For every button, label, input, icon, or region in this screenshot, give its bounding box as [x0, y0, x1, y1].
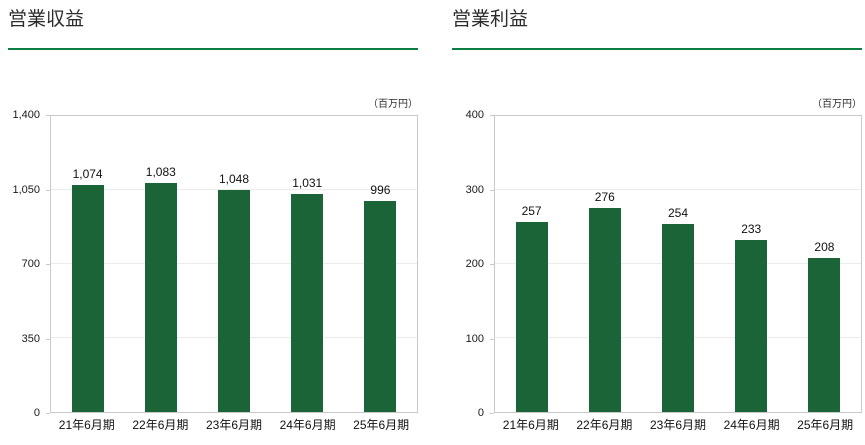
chart-title: 営業収益 — [8, 9, 85, 30]
y-tick-mark — [490, 115, 494, 116]
chart-card-operating-profit: 営業利益 （百万円） 0 100 200 300 400 257 276 254 233 208… — [452, 8, 862, 432]
bar-value-label: 276 — [594, 189, 615, 204]
y-tick-label: 1,050 — [12, 183, 40, 196]
y-tick-mark — [46, 189, 50, 191]
y-axis: 0 100 200 300 400 — [452, 109, 494, 419]
y-tick-mark — [46, 413, 50, 414]
plot-row: 0 350 700 1,050 1,400 1,074 1,083 1,048 1,031 99… — [8, 109, 418, 419]
bar-slot: 1,031 — [271, 116, 344, 412]
y-tick-label: 0 — [33, 407, 40, 419]
bar-value-label: 254 — [667, 206, 689, 221]
bar — [808, 258, 841, 412]
y-tick-label: 0 — [477, 407, 484, 419]
bar-value-label: 1,031 — [292, 176, 323, 191]
y-tick-mark — [46, 338, 50, 340]
bar-slot: 257 — [495, 116, 568, 412]
bar — [364, 201, 397, 412]
plot-area: 1,074 1,083 1,048 1,031 996 — [50, 115, 418, 413]
y-axis: 0 350 700 1,050 1,400 — [8, 109, 50, 419]
bar-slot: 996 — [344, 116, 417, 412]
bar — [71, 184, 104, 412]
bar — [515, 221, 548, 412]
x-tick-label: 24年6月期 — [723, 418, 780, 432]
bar — [588, 207, 621, 412]
y-tick-label: 1,400 — [12, 109, 40, 121]
chart-card-operating-revenue: 営業収益 （百万円） 0 350 700 1,050 1,400 1,074 1,083 1… — [8, 8, 418, 432]
bar — [218, 190, 250, 412]
title-divider — [8, 48, 418, 50]
bar-value-label: 1,074 — [72, 166, 103, 181]
x-axis: 21年6月期 22年6月期 23年6月期 24年6月期 25年6月期 — [50, 418, 418, 432]
bar-value-label: 257 — [521, 203, 542, 218]
y-tick-label: 300 — [465, 183, 484, 196]
plot-area: 257 276 254 233 208 — [494, 115, 862, 413]
bar — [735, 239, 768, 412]
y-tick-mark — [490, 189, 494, 191]
x-tick-label: 22年6月期 — [576, 418, 633, 432]
y-tick-mark — [490, 264, 494, 265]
charts-container: 営業収益 （百万円） 0 350 700 1,050 1,400 1,074 1,083 1… — [8, 8, 862, 432]
bar-slot: 276 — [568, 116, 641, 412]
bar-slot: 254 — [641, 116, 714, 412]
chart-title: 営業利益 — [452, 9, 529, 30]
bar-slot: 1,074 — [51, 116, 124, 412]
bar-slot: 233 — [715, 116, 788, 412]
bars: 257 276 254 233 208 — [495, 116, 861, 412]
y-tick-label: 350 — [21, 332, 40, 345]
gridline — [495, 189, 861, 190]
x-tick-label: 25年6月期 — [353, 418, 410, 432]
y-tick-mark — [46, 264, 50, 265]
x-tick-label: 24年6月期 — [279, 418, 336, 432]
bar-slot: 1,048 — [197, 116, 270, 412]
bar-value-label: 1,048 — [218, 172, 250, 187]
bars: 1,074 1,083 1,048 1,031 996 — [51, 116, 417, 412]
gridline — [51, 189, 417, 190]
unit-label: （百万円） — [812, 99, 862, 110]
x-tick-label: 23年6月期 — [205, 418, 262, 432]
x-tick-label: 23年6月期 — [649, 418, 706, 432]
y-tick-mark — [490, 338, 494, 340]
y-tick-mark — [490, 413, 494, 414]
bar — [144, 183, 177, 412]
bar-value-label: 208 — [814, 240, 835, 255]
y-tick-label: 100 — [465, 332, 484, 345]
bar — [291, 194, 324, 412]
bar-value-label: 233 — [741, 221, 762, 236]
plot-row: 0 100 200 300 400 257 276 254 233 208 — [452, 109, 862, 419]
x-tick-label: 21年6月期 — [58, 418, 115, 432]
y-tick-mark — [46, 115, 50, 116]
unit-label: （百万円） — [368, 99, 418, 110]
x-tick-label: 21年6月期 — [502, 418, 559, 432]
y-tick-label: 200 — [465, 258, 484, 270]
title-divider — [452, 48, 862, 50]
y-tick-label: 700 — [21, 258, 40, 270]
bar-slot: 208 — [788, 116, 861, 412]
bar — [662, 224, 694, 412]
bar-value-label: 996 — [370, 183, 391, 198]
x-tick-label: 25年6月期 — [797, 418, 854, 432]
x-axis: 21年6月期 22年6月期 23年6月期 24年6月期 25年6月期 — [494, 418, 862, 432]
y-tick-label: 400 — [465, 109, 484, 121]
x-tick-label: 22年6月期 — [132, 418, 189, 432]
bar-slot: 1,083 — [124, 116, 197, 412]
bar-value-label: 1,083 — [145, 165, 176, 180]
